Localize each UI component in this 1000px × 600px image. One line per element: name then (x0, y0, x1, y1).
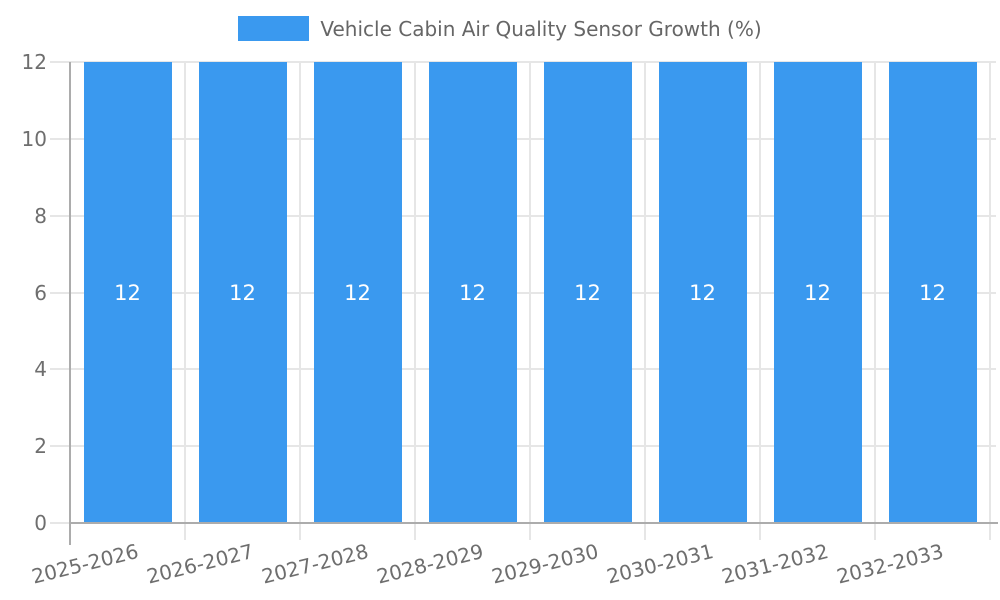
y-gridline (50, 291, 996, 294)
x-gridline (414, 62, 416, 540)
y-gridline (50, 61, 996, 63)
y-gridline (50, 445, 996, 448)
y-axis-line (69, 62, 71, 545)
bar-value-label: 12 (229, 280, 256, 305)
y-gridline (50, 214, 996, 217)
x-tick-label: 2028-2029 (374, 539, 487, 589)
x-tick-label: 2032-2033 (834, 539, 947, 589)
x-tick-label: 2027-2028 (259, 539, 372, 589)
x-gridline (184, 62, 186, 540)
x-gridline (989, 62, 991, 540)
x-gridline (644, 62, 646, 540)
y-tick-label: 0 (34, 511, 47, 535)
chart-legend[interactable]: Vehicle Cabin Air Quality Sensor Growth … (0, 16, 1000, 41)
bar-value-label: 12 (804, 280, 831, 305)
y-tick-label: 10 (21, 126, 47, 151)
bar[interactable] (83, 62, 172, 523)
y-tick-label: 2 (34, 434, 47, 459)
x-gridline (529, 62, 531, 540)
x-gridline (874, 62, 876, 540)
bar-value-label: 12 (574, 280, 601, 305)
bar[interactable] (313, 62, 402, 523)
y-gridline (50, 368, 996, 371)
y-gridline (50, 137, 996, 140)
y-tick-label: 8 (34, 203, 47, 228)
bar-value-label: 12 (344, 280, 371, 305)
x-tick-label: 2029-2030 (489, 539, 602, 589)
bar-value-label: 12 (114, 280, 141, 305)
bar[interactable] (428, 62, 517, 523)
bar[interactable] (198, 62, 287, 523)
x-tick-label: 2031-2032 (719, 539, 832, 589)
bar[interactable] (773, 62, 862, 523)
x-tick-label: 2030-2031 (604, 539, 717, 589)
bar-value-label: 12 (919, 280, 946, 305)
bar[interactable] (888, 62, 977, 523)
bar-value-label: 12 (459, 280, 486, 305)
x-tick-label: 2026-2027 (144, 539, 257, 589)
x-gridline (299, 62, 301, 540)
legend-swatch (238, 16, 310, 41)
x-axis-line (69, 522, 998, 524)
y-tick-label: 6 (34, 280, 47, 305)
legend-label: Vehicle Cabin Air Quality Sensor Growth … (320, 16, 762, 41)
bar[interactable] (543, 62, 632, 523)
bar[interactable] (658, 62, 747, 523)
bar-value-label: 12 (689, 280, 716, 305)
x-tick-label: 2025-2026 (29, 539, 142, 589)
y-tick-label: 12 (21, 50, 47, 74)
y-tick-label: 4 (34, 357, 47, 382)
x-gridline (759, 62, 761, 540)
